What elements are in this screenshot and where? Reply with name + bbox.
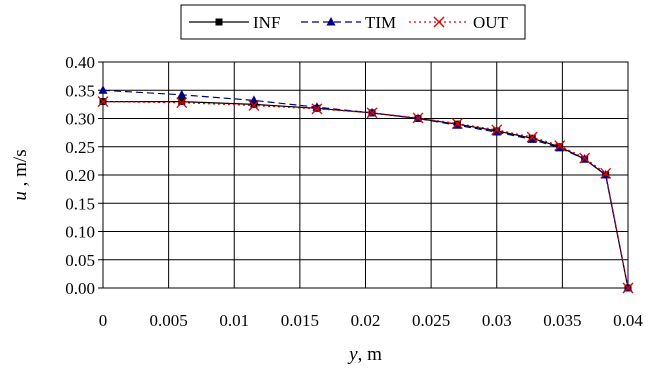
marker-stroke bbox=[412, 112, 424, 124]
data-point-out bbox=[622, 282, 634, 294]
marker-stroke bbox=[248, 100, 260, 111]
marker-stroke bbox=[451, 118, 463, 130]
marker-stroke bbox=[491, 124, 503, 136]
marker-stroke bbox=[97, 96, 109, 108]
data-point-out bbox=[554, 140, 566, 152]
x-tick-label: 0.04 bbox=[613, 311, 643, 330]
y-tick-label: 0.10 bbox=[65, 223, 95, 242]
tick-labels: 0.00 0.05 0.10 0.15 0.20 0.25 0.30 0.35 0.40 0 0.0… bbox=[65, 53, 643, 330]
data-point-out bbox=[248, 100, 260, 111]
data-point-out bbox=[412, 112, 424, 124]
plot-frame bbox=[102, 61, 629, 289]
legend: INF TIM OUT bbox=[180, 4, 526, 40]
x-tick-label: 0.015 bbox=[281, 311, 319, 330]
legend-label-tim: TIM bbox=[365, 13, 396, 32]
x-axis-symbol: y bbox=[347, 344, 358, 365]
marker-stroke bbox=[554, 140, 566, 152]
data-point-tim bbox=[555, 142, 565, 152]
y-tick-label: 0.25 bbox=[65, 138, 95, 157]
data-point-out bbox=[600, 167, 612, 179]
marker-stroke bbox=[366, 107, 378, 119]
legend-label-inf: INF bbox=[253, 13, 280, 32]
y-tick-label: 0.35 bbox=[65, 81, 95, 100]
y-tick-label: 0.15 bbox=[65, 194, 95, 213]
data-point-tim bbox=[492, 127, 502, 136]
data-point-out bbox=[97, 96, 109, 108]
x-tick-label: 0.03 bbox=[482, 311, 512, 330]
y-axis-symbol: u bbox=[10, 191, 31, 201]
grid bbox=[98, 61, 629, 289]
x-tick-label: 0.035 bbox=[543, 311, 581, 330]
marker-stroke bbox=[433, 16, 445, 28]
marker-stroke bbox=[526, 131, 538, 143]
x-axis-unit: , m bbox=[358, 344, 383, 365]
x-axis-title: y, m bbox=[347, 344, 382, 365]
x-tick-label: 0.005 bbox=[150, 311, 188, 330]
data-point-out bbox=[176, 97, 188, 109]
y-tick-label: 0.40 bbox=[65, 53, 95, 72]
legend-marker-inf bbox=[215, 18, 223, 26]
legend-label-out: OUT bbox=[473, 13, 509, 32]
data-point-out bbox=[366, 107, 378, 119]
x-tick-label: 0.02 bbox=[351, 311, 381, 330]
y-tick-label: 0.00 bbox=[65, 279, 95, 298]
marker-stroke bbox=[622, 282, 634, 294]
data-point-out bbox=[526, 131, 538, 143]
y-tick-label: 0.20 bbox=[65, 166, 95, 185]
y-tick-label: 0.05 bbox=[65, 251, 95, 270]
series-out bbox=[97, 96, 634, 294]
data-point-tim bbox=[249, 95, 259, 104]
marker-stroke bbox=[176, 97, 188, 109]
data-point-tim bbox=[98, 85, 108, 94]
data-point-out bbox=[311, 103, 323, 115]
legend-marker-tim bbox=[326, 17, 336, 26]
marker-stroke bbox=[600, 167, 612, 179]
data-point-inf bbox=[178, 98, 186, 106]
marker-stroke bbox=[311, 103, 323, 115]
legend-marker-out bbox=[433, 16, 445, 28]
data-point-out bbox=[491, 124, 503, 136]
data-point-inf bbox=[250, 100, 258, 108]
axis-titles: u , m/s y, m bbox=[10, 149, 382, 365]
y-tick-label: 0.30 bbox=[65, 110, 95, 129]
y-axis-title: u , m/s bbox=[10, 149, 31, 200]
data-point-out bbox=[451, 118, 463, 130]
series-layer bbox=[97, 85, 634, 294]
x-tick-label: 0.025 bbox=[412, 311, 450, 330]
data-point-tim bbox=[177, 89, 187, 99]
data-point-out bbox=[579, 152, 591, 164]
marker-stroke bbox=[579, 152, 591, 164]
y-axis-unit: , m/s bbox=[10, 149, 31, 191]
data-point-tim bbox=[527, 134, 537, 143]
x-tick-label: 0 bbox=[99, 311, 108, 330]
x-tick-label: 0.01 bbox=[219, 311, 249, 330]
